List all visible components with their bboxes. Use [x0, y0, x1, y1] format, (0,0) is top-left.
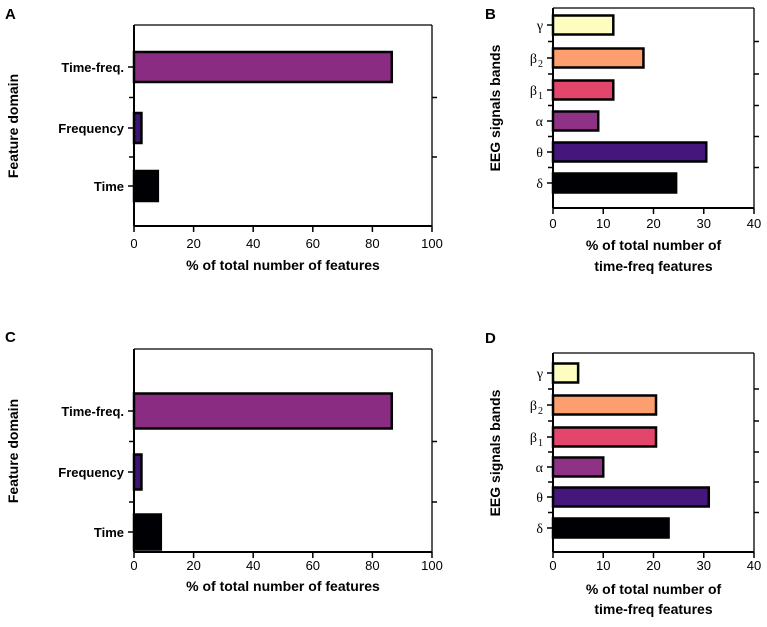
bar-b-3: [551, 110, 600, 132]
y-axis-title: Feature domain: [5, 399, 21, 503]
x-tick-label: 30: [697, 558, 711, 573]
band-label: α: [536, 461, 544, 476]
panel-a: A 0 20 40 60 80 100 Time-freq. Frequency Time Feat…: [5, 6, 443, 273]
x-tick-label: 10: [596, 216, 610, 231]
band-subscript: 2: [538, 59, 543, 70]
x-tick-label: 20: [186, 236, 200, 251]
band-label: γ: [536, 19, 543, 34]
category-label: Time-freq.: [61, 60, 124, 75]
x-tick-label: 0: [130, 558, 137, 573]
bar-b-5: [551, 172, 678, 194]
y-axis-title: EEG signals bands: [487, 44, 503, 171]
x-axis-title: % of total number of: [586, 237, 722, 253]
panel-letter: A: [5, 6, 16, 23]
bar-c-1: [132, 453, 143, 491]
band-subscript: 1: [538, 91, 543, 102]
x-tick-label: 20: [646, 216, 660, 231]
bar-a-2: [132, 169, 160, 203]
bar-d-0: [551, 362, 580, 384]
band-label: β: [530, 399, 537, 414]
band-label: γ: [536, 367, 543, 382]
x-tick-label: 60: [306, 558, 320, 573]
band-label: δ: [536, 177, 543, 192]
category-label: Time: [94, 525, 124, 540]
y-axis-title: Feature domain: [5, 74, 21, 178]
x-tick-label: 100: [421, 236, 443, 251]
band-label: β: [530, 52, 537, 67]
bar-a-1: [132, 111, 143, 145]
bar-c-0: [132, 392, 394, 430]
x-tick-label: 0: [549, 558, 556, 573]
bar-c-2: [132, 513, 163, 551]
band-label: δ: [536, 522, 543, 537]
bar-d-2: [551, 426, 658, 448]
x-axis-title: time-freq features: [594, 601, 712, 617]
x-tick-label: 20: [646, 558, 660, 573]
bar-b-0: [551, 14, 615, 36]
bar-d-3: [551, 456, 605, 478]
x-tick-label: 40: [747, 558, 761, 573]
x-axis-title: time-freq features: [594, 258, 712, 274]
panel-c: C 0 20 40 60 80 100 Time-freq. Frequency Time Feat…: [5, 329, 443, 594]
category-label: Time-freq.: [61, 404, 124, 419]
x-tick-label: 30: [697, 216, 711, 231]
band-label: β: [530, 431, 537, 446]
band-label: α: [536, 115, 544, 130]
y-axis-title: EEG signals bands: [487, 389, 503, 516]
x-axis-title: % of total number of features: [186, 257, 380, 273]
x-tick-label: 40: [747, 216, 761, 231]
x-tick-label: 10: [596, 558, 610, 573]
x-tick-label: 0: [549, 216, 556, 231]
x-tick-label: 80: [365, 558, 379, 573]
panel-letter: C: [5, 329, 16, 346]
bar-b-4: [551, 141, 708, 163]
bar-b-2: [551, 79, 615, 101]
band-label: θ: [536, 146, 543, 161]
x-axis-title: % of total number of features: [186, 578, 380, 594]
band-label: θ: [536, 491, 543, 506]
x-tick-label: 60: [306, 236, 320, 251]
bar-d-1: [551, 394, 658, 416]
category-label: Time: [94, 179, 124, 194]
panel-letter: D: [485, 330, 496, 347]
band-label: β: [530, 84, 537, 99]
x-tick-label: 40: [246, 558, 260, 573]
bar-d-4: [551, 486, 711, 508]
bar-a-0: [132, 50, 394, 84]
band-subscript: 2: [538, 406, 543, 417]
panel-letter: B: [485, 6, 496, 23]
x-tick-label: 100: [421, 558, 443, 573]
bar-d-5: [551, 517, 670, 539]
x-axis-title: % of total number of: [586, 581, 722, 597]
x-tick-label: 0: [130, 236, 137, 251]
category-label: Frequency: [58, 121, 125, 136]
x-tick-label: 80: [365, 236, 379, 251]
category-label: Frequency: [58, 465, 125, 480]
x-tick-label: 20: [186, 558, 200, 573]
band-subscript: 1: [538, 438, 543, 449]
bar-b-1: [551, 47, 645, 69]
x-tick-label: 40: [246, 236, 260, 251]
